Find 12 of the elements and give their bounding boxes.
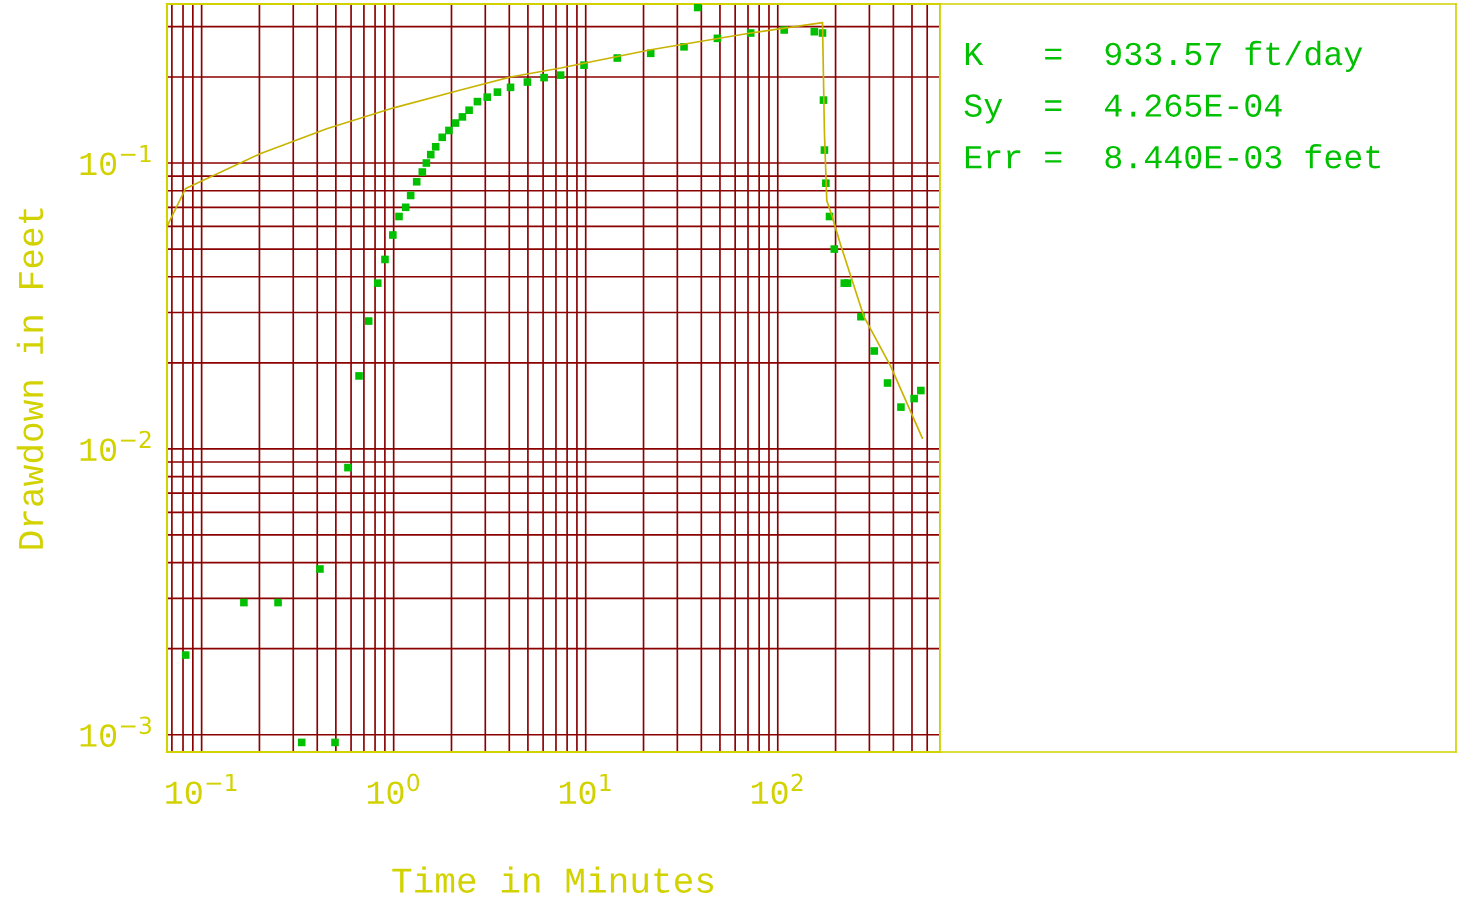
x-tick-label: 10$^{0}$ <box>367 773 420 805</box>
y-tick-label: 10$^{−1}$ <box>80 145 151 176</box>
x-tick-label: 10$^{−1}$ <box>166 773 237 805</box>
text: K = 933.57 ft/day <box>965 40 1363 72</box>
y-tick-label: 10$^{−3}$ <box>80 716 151 747</box>
x-axis-title: Time in Minutes <box>392 866 714 893</box>
x-tick-label: 10$^{2}$ <box>752 773 803 805</box>
x-tick-label: 10$^{1}$ <box>559 773 611 805</box>
y-axis-title: Drawdown in Feet <box>16 208 44 549</box>
text: Err = 8.440E-03 feet <box>965 144 1380 169</box>
text: Sy = 4.265E-04 <box>964 94 1282 124</box>
y-tick-label: 10$^{−2}$ <box>80 430 151 462</box>
